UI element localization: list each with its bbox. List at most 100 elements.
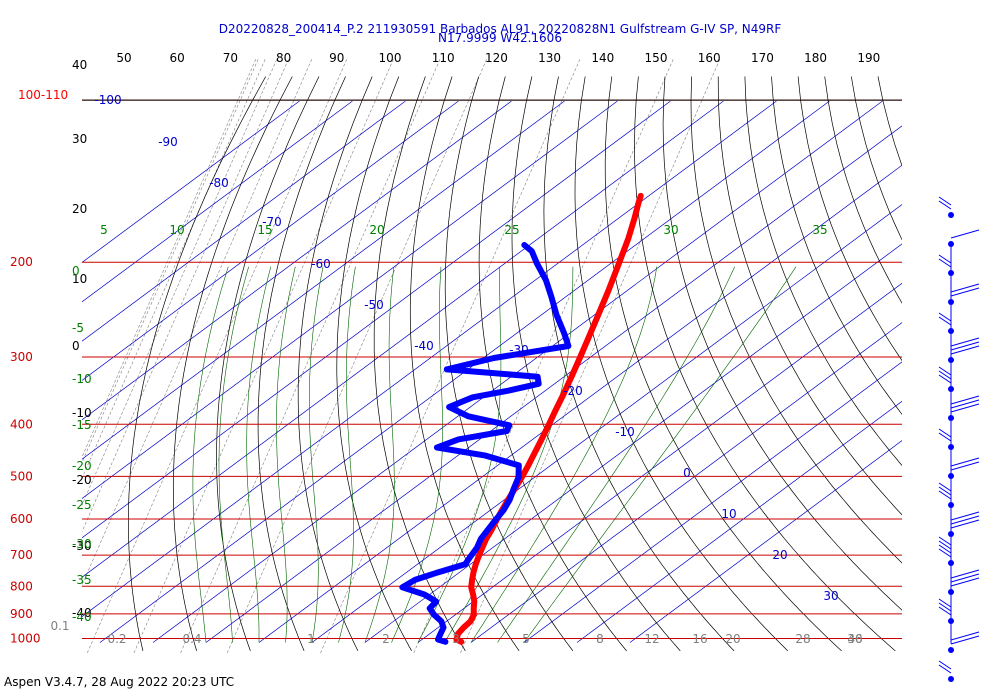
wind-barb-flag <box>950 337 980 347</box>
dry-adiabat <box>771 76 902 415</box>
dry-adiabat <box>336 76 412 652</box>
isotherm-label: 0 <box>683 466 691 480</box>
mixing-ratio-label: 8 <box>596 632 604 646</box>
top-temp-label: 130 <box>538 51 561 65</box>
isotherm-line <box>82 100 353 303</box>
isotherm-label: -100 <box>94 93 121 107</box>
isotherm-line <box>82 100 671 539</box>
left-temp-label: -20 <box>72 473 92 487</box>
top-temp-label: 190 <box>857 51 880 65</box>
wind-barb-flag <box>938 312 952 322</box>
theta-e-label: 35 <box>812 223 827 237</box>
left-temp-label: -30 <box>72 539 92 553</box>
isotherm-label: -30 <box>509 343 529 357</box>
left-theta-e-label: -40 <box>72 610 92 624</box>
isotherm-label: -10 <box>615 425 635 439</box>
mixing-ratio-label: 40 <box>847 632 862 646</box>
moist-adiabat <box>338 266 356 643</box>
mixing-ratio-label: 28 <box>795 632 810 646</box>
isotherm-label: -60 <box>311 257 331 271</box>
mixing-ratio-label: 5 <box>522 632 530 646</box>
top-temp-label: 150 <box>645 51 668 65</box>
pressure-label: 300 <box>10 350 33 364</box>
top-temp-label: 180 <box>804 51 827 65</box>
wind-barb-flag <box>950 511 980 521</box>
isotherm-label: 20 <box>772 548 787 562</box>
top-temp-label: 80 <box>276 51 291 65</box>
left-temp-label: -10 <box>72 406 92 420</box>
wind-barb-dot <box>948 444 954 450</box>
dry-adiabat <box>634 76 896 652</box>
pressure-label: 200 <box>10 255 33 269</box>
moist-adiabat <box>192 266 229 643</box>
wind-barb-flag <box>938 482 952 492</box>
dry-adiabat <box>444 76 574 652</box>
wind-barb-flag <box>938 366 952 376</box>
mixing-ratio-label: 1 <box>307 632 315 646</box>
wind-barb-flag <box>938 196 952 206</box>
dry-adiabat <box>373 76 466 652</box>
wind-barb-dot <box>948 560 954 566</box>
top-temp-label: 100 <box>379 51 402 65</box>
moist-adiabat <box>276 266 296 643</box>
isotherm-line <box>629 440 902 643</box>
mixing-ratio-line <box>460 58 721 653</box>
top-temp-label: 60 <box>170 51 185 65</box>
dry-adiabat <box>511 76 681 652</box>
wind-barb-dot <box>948 386 954 392</box>
mixing-ratio-line <box>226 58 488 653</box>
mixing-ratio-label: 12 <box>644 632 659 646</box>
wind-barb-flag <box>938 258 952 268</box>
dry-adiabat <box>409 76 520 652</box>
header-line2: N17.9999 W42.1606 <box>438 31 562 45</box>
pressure-label: 900 <box>10 607 33 621</box>
wind-barb-dot <box>948 589 954 595</box>
dry-adiabat <box>850 76 902 241</box>
isotherm-label: -90 <box>158 135 178 149</box>
mixing-ratio-label: 36 <box>847 632 862 646</box>
wind-barb-dot <box>948 357 954 363</box>
wind-barb-dot <box>948 328 954 334</box>
wind-barb-dot <box>948 299 954 305</box>
moist-adiabat <box>218 266 249 643</box>
left-theta-e-label: -25 <box>72 498 92 512</box>
wind-barb-flag <box>950 573 980 583</box>
wind-barb-flag <box>950 569 980 579</box>
mixing-ratio-label: 20 <box>725 632 740 646</box>
wind-barb-flag <box>938 374 952 384</box>
wind-barb-dot <box>948 502 954 508</box>
wind-barbs <box>938 196 980 682</box>
wind-barb-flag <box>950 287 980 297</box>
isotherm-label: -40 <box>414 339 434 353</box>
wind-barb-flag <box>938 540 952 550</box>
moist-adiabat <box>417 266 502 643</box>
wind-barb-flag <box>938 598 952 608</box>
wind-barb-flag <box>950 341 980 351</box>
theta-e-label: 5 <box>100 223 108 237</box>
isotherm-line <box>523 361 902 643</box>
wind-barb-flag <box>950 631 980 641</box>
moist-adiabat <box>246 266 272 643</box>
pressure-label: 700 <box>10 548 33 562</box>
footer-text: Aspen V3.4.7, 28 Aug 2022 20:23 UTC <box>4 675 234 689</box>
wind-barb-flag <box>950 519 980 529</box>
wind-barb-dot <box>948 212 954 218</box>
wind-barb-flag <box>938 316 952 326</box>
top-temp-label: 110 <box>432 51 455 65</box>
isotherm-line <box>82 100 565 460</box>
dry-adiabat <box>877 76 902 167</box>
isotherm-label: 30 <box>823 589 838 603</box>
mixing-ratio-line <box>82 58 313 586</box>
wind-barb-dot <box>948 647 954 653</box>
isotherm-line <box>82 100 459 381</box>
wind-barb-flag <box>950 345 980 355</box>
top-temp-label: 50 <box>116 51 131 65</box>
dry-adiabat <box>662 76 902 611</box>
mixing-ratio-label: 16 <box>692 632 707 646</box>
isotherm-label: -80 <box>209 176 229 190</box>
left-theta-e-label: -30 <box>72 537 92 551</box>
dry-adiabat <box>824 76 902 304</box>
dry-adiabat <box>172 76 293 651</box>
mixing-ratio-line <box>180 58 441 653</box>
pressure-label: 500 <box>10 469 33 483</box>
